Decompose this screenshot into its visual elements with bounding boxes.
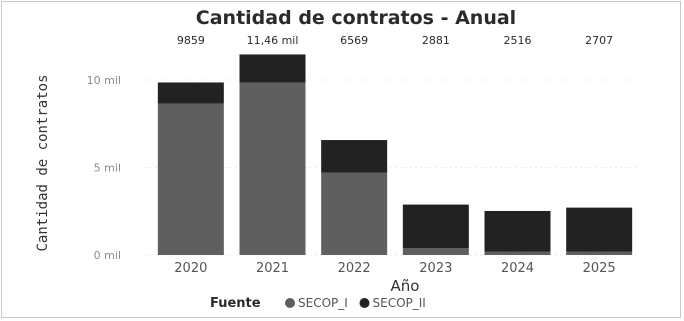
legend-item-secop-i[interactable]: SECOP_I <box>298 296 348 310</box>
bar-secop-ii-2020[interactable] <box>157 82 224 104</box>
y-tick-label: 5 mil <box>94 162 121 175</box>
data-labels: 9859 11,46 mil 6569 2881 2516 2707 <box>177 34 613 47</box>
x-tick-label: 2025 <box>583 261 616 276</box>
bar-secop-ii-2022[interactable] <box>321 140 388 173</box>
legend-marker-secop-i <box>285 298 295 308</box>
legend: Fuente SECOP_I SECOP_II <box>210 296 426 311</box>
data-label-2020: 9859 <box>177 34 205 47</box>
data-label-2021: 11,46 mil <box>247 34 299 47</box>
bar-secop-i-2023[interactable] <box>402 248 469 255</box>
legend-item-secop-ii[interactable]: SECOP_II <box>373 296 426 310</box>
bar-secop-i-2022[interactable] <box>321 172 388 255</box>
bar-secop-i-2024[interactable] <box>484 251 551 256</box>
y-axis-title: Cantidad de contratos <box>35 74 51 251</box>
y-axis: 0 mil 5 mil 10 mil <box>87 74 121 262</box>
bar-secop-ii-2024[interactable] <box>484 210 551 252</box>
bar-secop-i-2025[interactable] <box>566 251 633 256</box>
data-label-2024: 2516 <box>504 34 532 47</box>
bars <box>157 54 633 256</box>
x-tick-label: 2024 <box>501 261 534 276</box>
y-tick-label: 0 mil <box>94 249 121 262</box>
legend-marker-secop-ii <box>359 298 370 308</box>
x-tick-label: 2022 <box>338 261 371 276</box>
x-tick-label: 2020 <box>174 261 207 276</box>
bar-secop-ii-2023[interactable] <box>402 204 469 248</box>
x-tick-label: 2021 <box>256 261 289 276</box>
bar-secop-i-2021[interactable] <box>239 82 306 255</box>
x-axis: 2020 2021 2022 2023 2024 2025 <box>174 261 615 276</box>
bar-secop-i-2020[interactable] <box>157 103 224 255</box>
chart-title: Cantidad de contratos - Anual <box>196 7 516 29</box>
x-axis-title: Año <box>391 277 420 295</box>
x-tick-label: 2023 <box>419 261 452 276</box>
legend-title: Fuente <box>210 296 261 311</box>
y-tick-label: 10 mil <box>87 74 121 87</box>
bar-secop-ii-2025[interactable] <box>566 207 633 252</box>
bar-secop-ii-2021[interactable] <box>239 54 306 83</box>
data-label-2022: 6569 <box>340 34 368 47</box>
data-label-2025: 2707 <box>585 34 613 47</box>
data-label-2023: 2881 <box>422 34 450 47</box>
